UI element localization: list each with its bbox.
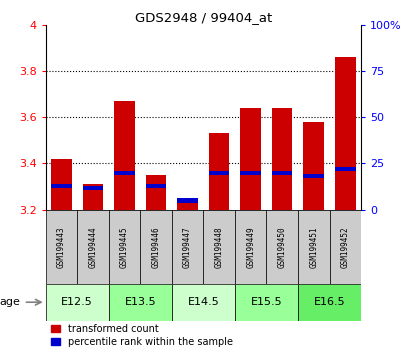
Bar	[235, 210, 266, 284]
Bar	[298, 210, 330, 284]
Bar	[303, 175, 324, 178]
Text: E13.5: E13.5	[124, 297, 156, 307]
Bar	[83, 185, 103, 190]
Bar	[177, 198, 198, 210]
Bar	[77, 210, 109, 284]
Bar	[172, 210, 203, 284]
Bar	[109, 284, 172, 321]
Text: GSM199446: GSM199446	[151, 226, 161, 268]
Text: GSM199445: GSM199445	[120, 226, 129, 268]
Bar	[330, 210, 361, 284]
Title: GDS2948 / 99404_at: GDS2948 / 99404_at	[135, 11, 272, 24]
Bar	[235, 284, 298, 321]
Bar	[203, 210, 235, 284]
Text: GSM199448: GSM199448	[215, 226, 224, 268]
Bar	[114, 171, 135, 175]
Bar	[114, 101, 135, 210]
Text: GSM199443: GSM199443	[57, 226, 66, 268]
Text: GSM199450: GSM199450	[278, 226, 287, 268]
Bar	[240, 108, 261, 210]
Bar	[146, 184, 166, 188]
Text: GSM199451: GSM199451	[309, 226, 318, 268]
Text: GSM199447: GSM199447	[183, 226, 192, 268]
Bar	[109, 210, 140, 284]
Text: age: age	[0, 297, 20, 307]
Text: E15.5: E15.5	[251, 297, 282, 307]
Bar	[177, 199, 198, 202]
Bar	[335, 57, 356, 210]
Bar	[51, 184, 72, 188]
Text: GSM199452: GSM199452	[341, 226, 350, 268]
Bar	[240, 171, 261, 175]
Bar	[209, 171, 229, 175]
Bar	[272, 171, 293, 175]
Text: E16.5: E16.5	[314, 297, 345, 307]
Text: GSM199444: GSM199444	[88, 226, 98, 268]
Text: GSM199449: GSM199449	[246, 226, 255, 268]
Bar	[266, 210, 298, 284]
Text: E12.5: E12.5	[61, 297, 93, 307]
Bar	[272, 108, 293, 210]
Bar	[303, 122, 324, 210]
Bar	[298, 284, 361, 321]
Bar	[209, 133, 229, 210]
Bar	[51, 159, 72, 210]
Text: E14.5: E14.5	[188, 297, 219, 307]
Legend: transformed count, percentile rank within the sample: transformed count, percentile rank withi…	[51, 324, 233, 347]
Bar	[46, 284, 109, 321]
Bar	[172, 284, 235, 321]
Bar	[146, 175, 166, 210]
Bar	[140, 210, 172, 284]
Bar	[83, 184, 103, 210]
Bar	[46, 210, 77, 284]
Bar	[335, 167, 356, 171]
